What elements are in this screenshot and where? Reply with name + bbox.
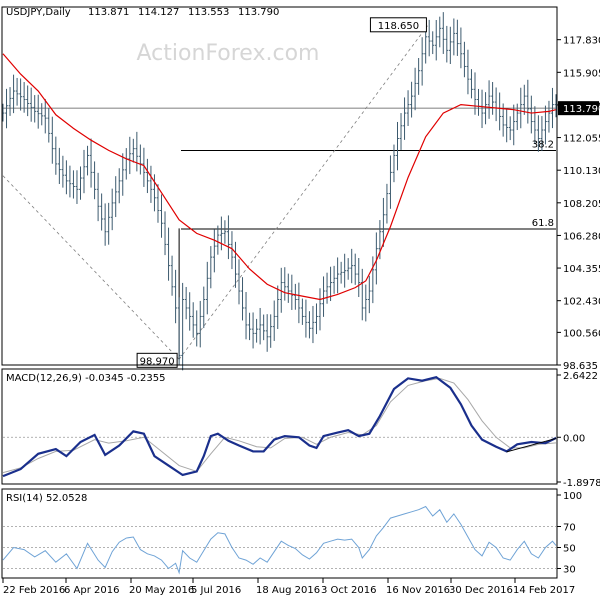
rsi-line [2,505,557,575]
swing-low-label-box [136,352,178,368]
price-axis-label: 112.055 [563,134,600,145]
price-panel-frame [1,6,558,366]
rsi-guides [3,526,556,569]
moving-average-line [2,53,557,301]
price-annotations: 118.650 98.970 38.2 61.8 [136,17,554,368]
time-axis-label: 14 Feb 2017 [513,585,575,596]
price-axis: 117.830115.905113.980112.055110.130108.2… [557,36,600,372]
watermark: ActionForex.com [137,41,320,66]
open-value: 113.871 [88,7,129,18]
dashed-swing-line [2,175,180,360]
time-axis-label: 6 Apr 2016 [64,585,119,596]
swing-high-label-box [369,17,427,33]
rsi-axis-label: 100 [563,491,582,502]
rsi-axis-label: 70 [563,523,576,534]
macd-axis-label: 2.6422 [563,371,598,382]
high-value: 114.127 [138,7,179,18]
time-axis-label: 3 Oct 2016 [321,585,376,596]
price-guides [2,25,556,360]
fibonacci-label: 38.2 [532,140,554,151]
macd-label: MACD(12,26,9) -0.0345 -0.2355 [6,373,166,384]
low-value: 113.553 [188,7,229,18]
price-axis-label: 104.355 [563,264,600,275]
rsi-panel: 100 70 50 30 RSI(14) 52.0528 [1,488,582,579]
time-axis-label: 22 Feb 2016 [3,585,65,596]
price-bars [1,12,558,371]
price-panel: ActionForex.com 118.650 98.970 38.2 61.8 11… [1,6,600,372]
rsi-axis-label: 50 [563,544,576,555]
macd-panel-frame [1,368,558,485]
price-axis-label: 100.560 [563,328,600,339]
price-axis-label: 108.205 [563,199,600,210]
price-axis-label: 102.430 [563,297,600,308]
time-axis-label: 18 Aug 2016 [256,585,320,596]
macd-axis-label: 0.00 [563,433,585,444]
time-axis-label: 30 Dec 2016 [449,585,513,596]
price-axis-label: 110.130 [563,166,600,177]
macd-line [2,375,557,478]
time-axis-label: 5 Jul 2016 [191,585,241,596]
swing-high-label: 118.650 [378,21,419,32]
rsi-axis: 100 70 50 30 [557,491,582,576]
chart-title: USDJPY,Daily [6,7,71,18]
price-axis-label: 106.280 [563,231,600,242]
rsi-label: RSI(14) 52.0528 [6,493,87,504]
price-axis-label: 117.830 [563,36,600,47]
last-price-marker: 113.790 [558,101,600,116]
price-axis-label: 115.905 [563,68,600,79]
rsi-panel-frame [1,488,558,579]
last-price-label: 113.790 [563,104,600,115]
close-value: 113.790 [238,7,279,18]
last-price-box [558,101,599,116]
price-axis-label: 98.635 [563,361,598,372]
time-axis-label: 20 May 2016 [129,585,194,596]
swing-low-label: 98.970 [140,356,175,367]
macd-trendline [506,437,557,453]
time-axis-label: 16 Nov 2016 [386,585,450,596]
macd-panel: 2.6422 0.00 -1.8978 MACD(12,26,9) -0.0345 … [1,368,600,489]
macd-axis-label: -1.8978 [563,478,600,489]
rsi-axis-label: 30 [563,565,576,576]
chart-header: USDJPY,Daily 113.871 114.127 113.553 113… [6,7,279,18]
fibonacci-label: 61.8 [532,218,554,229]
macd-axis: 2.6422 0.00 -1.8978 [557,371,600,489]
